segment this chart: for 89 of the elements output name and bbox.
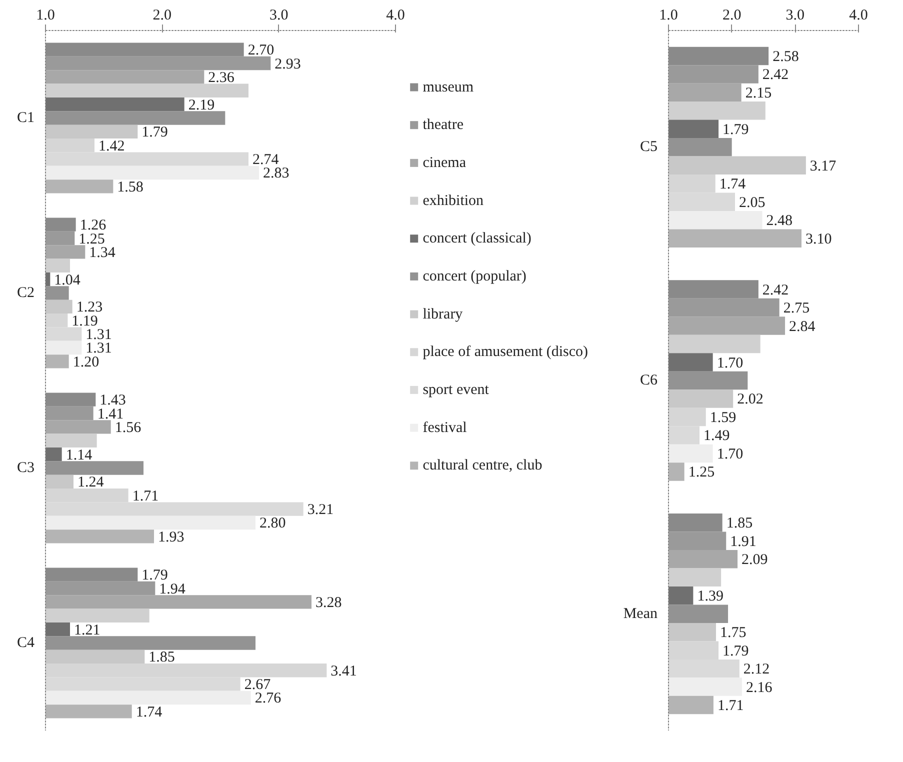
data-label: 1.91	[730, 534, 756, 550]
data-label: 2.67	[244, 677, 272, 694]
x-tick-label: 2.0	[722, 8, 742, 24]
data-label: 1.49	[704, 428, 730, 444]
legend-label: concert (classical)	[422, 230, 532, 247]
legend-label: theatre	[422, 117, 464, 134]
x-tick-label: 1.0	[659, 8, 678, 24]
data-label: 2.42	[762, 67, 789, 84]
data-label: 1.31	[86, 340, 112, 357]
data-label: 1.14	[66, 447, 93, 464]
data-label: 1.71	[717, 698, 744, 714]
data-label: 2.02	[737, 392, 764, 408]
data-label: 1.24	[78, 474, 104, 491]
data-label: 3.21	[307, 502, 334, 518]
y-tick-label: C6	[640, 372, 658, 388]
data-label: 2.93	[274, 56, 301, 72]
data-label: 1.25	[688, 464, 715, 481]
data-label: 1.79	[142, 568, 168, 584]
data-label: 2.74	[252, 152, 280, 168]
data-label: 1.94	[159, 581, 186, 598]
data-label: 1.71	[132, 488, 159, 504]
data-label: 2.84	[789, 318, 816, 335]
data-label: 2.15	[745, 85, 772, 102]
data-label: 1.41	[97, 406, 124, 422]
data-label: 3.17	[810, 158, 837, 174]
legend-label: cultural centre, club	[422, 458, 542, 474]
data-label: 2.09	[742, 552, 768, 568]
data-label: 2.83	[263, 166, 290, 182]
data-label: 1.85	[148, 650, 175, 666]
x-tick-label: 4.0	[849, 8, 868, 24]
x-tick-label: 1.0	[36, 8, 55, 24]
data-label: 1.59	[710, 410, 736, 426]
data-label: 1.25	[78, 231, 105, 248]
data-label: 3.28	[316, 594, 342, 611]
data-label: 1.74	[136, 704, 163, 720]
data-label: 1.34	[89, 244, 116, 261]
data-label: 2.42	[762, 282, 789, 298]
x-tick-label: 3.0	[786, 8, 805, 24]
data-label: 1.75	[720, 625, 746, 642]
x-tick-label: 4.0	[386, 8, 405, 24]
data-label: 2.80	[260, 516, 286, 532]
data-label: 3.41	[330, 663, 357, 680]
y-tick-label: C5	[640, 139, 658, 156]
y-tick-label: C4	[16, 635, 35, 651]
data-label: 1.79	[142, 124, 168, 141]
data-label: 2.16	[746, 680, 773, 696]
data-label: 1.23	[76, 300, 103, 316]
legend-label: library	[422, 306, 464, 322]
y-tick-label: C3	[16, 460, 35, 476]
data-label: 1.26	[80, 218, 107, 234]
data-label: 1.85	[726, 516, 753, 532]
data-label: 1.70	[716, 355, 744, 372]
data-label: 1.20	[72, 354, 100, 370]
legend-label: cinema	[422, 154, 466, 171]
legend-label: festival	[422, 420, 467, 436]
data-label: 2.05	[739, 194, 766, 211]
data-label: 1.79	[722, 122, 749, 138]
y-tick-label: Mean	[623, 606, 658, 622]
legend-label: museum	[422, 79, 474, 96]
data-label: 1.93	[158, 529, 184, 546]
legend-label: sport event	[422, 382, 490, 398]
data-label: 2.36	[208, 70, 235, 86]
data-label: 3.10	[806, 231, 832, 248]
legend-label: place of amusement (disco)	[422, 344, 588, 360]
data-label: 2.75	[783, 300, 810, 317]
data-label: 1.56	[114, 420, 142, 436]
y-tick-label: C2	[16, 285, 35, 301]
data-label: 1.74	[719, 176, 746, 193]
x-tick-label: 3.0	[269, 8, 288, 24]
data-label: 1.79	[722, 643, 749, 660]
legend-label: exhibition	[422, 192, 484, 209]
data-label: 1.21	[74, 622, 100, 638]
data-label: 2.70	[248, 42, 274, 59]
data-label: 1.39	[697, 588, 724, 605]
legend-label: concert (popular)	[422, 268, 526, 284]
data-label: 1.43	[100, 392, 126, 409]
data-label: 1.42	[98, 138, 125, 154]
data-label: 2.12	[743, 662, 770, 678]
data-label: 2.48	[766, 213, 792, 230]
data-label: 2.19	[188, 97, 215, 114]
data-label: 1.19	[72, 313, 98, 330]
y-tick-label: C1	[16, 110, 35, 126]
data-label: 1.70	[716, 446, 744, 462]
data-label: 2.76	[254, 690, 282, 707]
data-label: 2.58	[772, 48, 799, 65]
x-tick-label: 2.0	[152, 8, 172, 24]
data-label: 1.58	[117, 179, 144, 196]
data-label: 1.04	[54, 272, 81, 288]
data-label: 1.31	[86, 327, 112, 344]
